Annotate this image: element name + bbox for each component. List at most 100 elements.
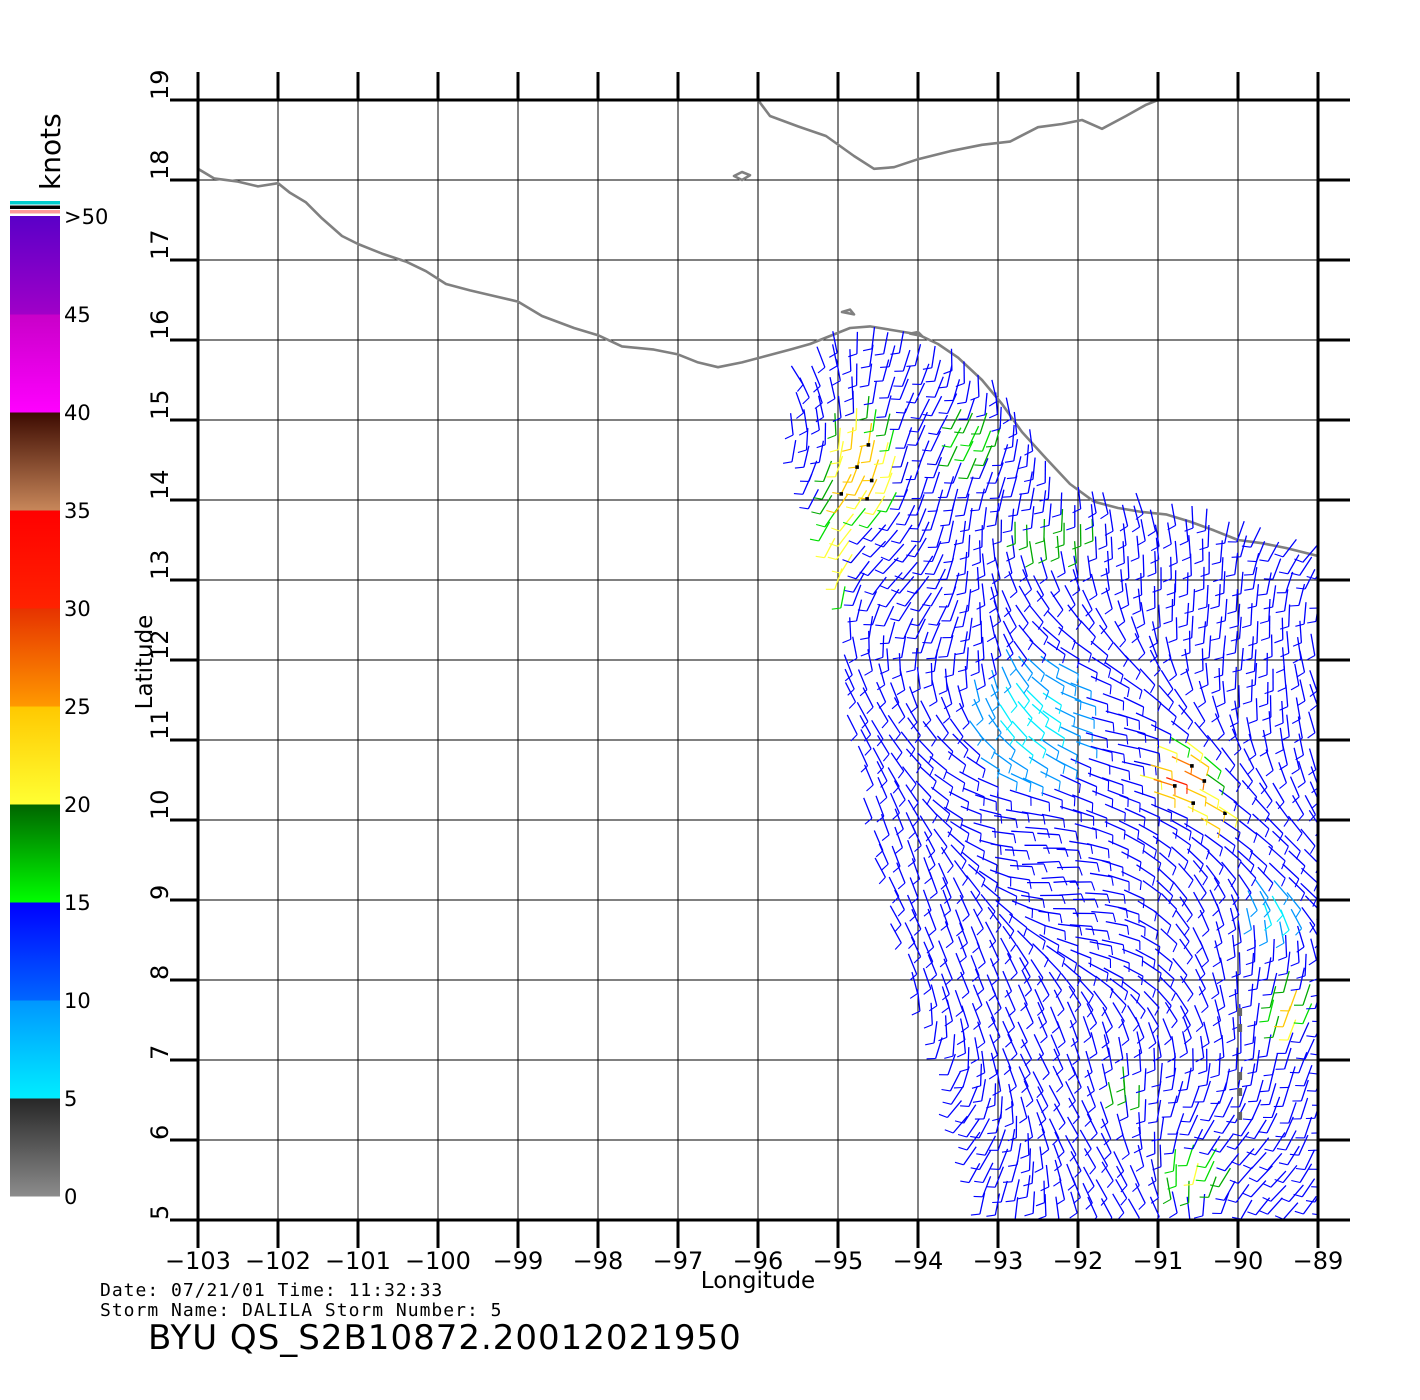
wind-vector [1041, 1128, 1050, 1150]
wind-barb [1074, 687, 1077, 697]
wind-barb [829, 449, 839, 453]
wind-barb [1040, 1036, 1048, 1044]
wind-vector [1159, 976, 1177, 994]
wind-barb [1251, 796, 1258, 806]
wind-vector [1086, 1003, 1098, 1024]
wind-vector [1119, 794, 1141, 804]
wind-vector [1072, 569, 1081, 591]
wind-barb [938, 412, 948, 415]
wind-vector [930, 430, 942, 452]
wind-barb [938, 386, 948, 389]
wind-barb [1297, 700, 1306, 707]
wind-vector [1121, 851, 1142, 863]
wind-barb [956, 1052, 966, 1058]
wind-barb [1245, 1136, 1255, 1140]
coastline-pacific [198, 167, 1318, 558]
wind-vector [1013, 439, 1019, 462]
wind-barb [925, 1042, 935, 1046]
wind-barb [1157, 946, 1161, 956]
wind-barb [892, 674, 901, 680]
wind-barb [1172, 866, 1177, 876]
wind-barb [906, 590, 916, 595]
wind-barb [890, 540, 900, 544]
wind-barb [1246, 684, 1256, 688]
wind-barb [1188, 879, 1194, 889]
wind-barb [1023, 604, 1031, 613]
wind-barb [1162, 657, 1172, 664]
wind-vector [1027, 1133, 1030, 1156]
wind-barb [1278, 571, 1289, 575]
wind-barb [1216, 799, 1220, 809]
wind-vector [1151, 803, 1172, 814]
wind-vector [986, 974, 997, 996]
wind-barb [1168, 638, 1178, 644]
wind-barb [989, 510, 999, 513]
wind-vector [854, 490, 868, 510]
wind-vector [1224, 521, 1230, 544]
wind-barb [1290, 962, 1300, 967]
wind-vector [1205, 865, 1220, 884]
wind-barb [1294, 1210, 1304, 1215]
wind-barb [995, 732, 1002, 741]
wind-barb [1201, 929, 1210, 937]
wind-barb [1166, 924, 1172, 934]
colorbar-band [10, 216, 60, 315]
wind-vector [1060, 691, 1082, 702]
wind-vector [1107, 764, 1130, 772]
wind-barb [1027, 673, 1033, 682]
wind-vector [887, 767, 900, 787]
wind-barb [1197, 701, 1206, 708]
wind-barb [1154, 766, 1157, 776]
wind-barb [1042, 815, 1046, 825]
wind-barb [1028, 946, 1034, 955]
wind-barb [1024, 989, 1032, 997]
wind-vector [1267, 541, 1280, 562]
wind-vector [855, 560, 870, 580]
wind-vector [978, 488, 986, 511]
wind-vector [1302, 984, 1311, 1006]
wind-vector [1267, 817, 1284, 834]
wind-vector [1073, 555, 1079, 578]
wind-barb [1293, 1193, 1303, 1198]
missing-data-mark [1237, 1072, 1243, 1080]
wind-vector [974, 1037, 980, 1060]
wind-barb [929, 767, 934, 777]
wind-vector [1240, 647, 1244, 670]
colorbar-band [10, 510, 60, 609]
wind-vector [952, 1034, 956, 1057]
wind-vector [840, 474, 852, 495]
colorbar-band [10, 804, 60, 903]
wind-vector [934, 1037, 943, 1059]
wind-vector [890, 752, 905, 772]
wind-barb [1008, 433, 1017, 439]
colorbar-tick-label: 45 [64, 303, 91, 327]
wind-vector [1048, 503, 1052, 526]
wind-barb [924, 573, 935, 575]
wind-vector [1085, 928, 1108, 932]
wind-barb [993, 655, 1002, 662]
wind-vector [885, 492, 897, 513]
wind-barb [880, 669, 889, 675]
wind-vector [814, 381, 823, 404]
wind-barb [1119, 1116, 1129, 1122]
wind-barb [845, 506, 855, 510]
wind-barb [1005, 1200, 1015, 1203]
wind-barb [1115, 1134, 1124, 1141]
wind-barb [1307, 620, 1317, 624]
wind-vector [1126, 1052, 1130, 1076]
wind-barb [1009, 626, 1017, 634]
wind-barb [813, 385, 821, 393]
wind-vector [1254, 1137, 1270, 1156]
wind-barb [971, 700, 980, 707]
wind-barb [893, 558, 903, 563]
wind-barb [1045, 845, 1050, 854]
wind-barb [1117, 544, 1127, 550]
wind-barb [1028, 879, 1032, 889]
wind-barb [1011, 847, 1015, 857]
wind-vector [1072, 1037, 1081, 1060]
wind-vector [985, 697, 996, 719]
wind-barb [1294, 737, 1303, 744]
island-outline [908, 330, 924, 338]
wind-vector [1175, 910, 1190, 929]
wind-barb [1194, 560, 1204, 565]
